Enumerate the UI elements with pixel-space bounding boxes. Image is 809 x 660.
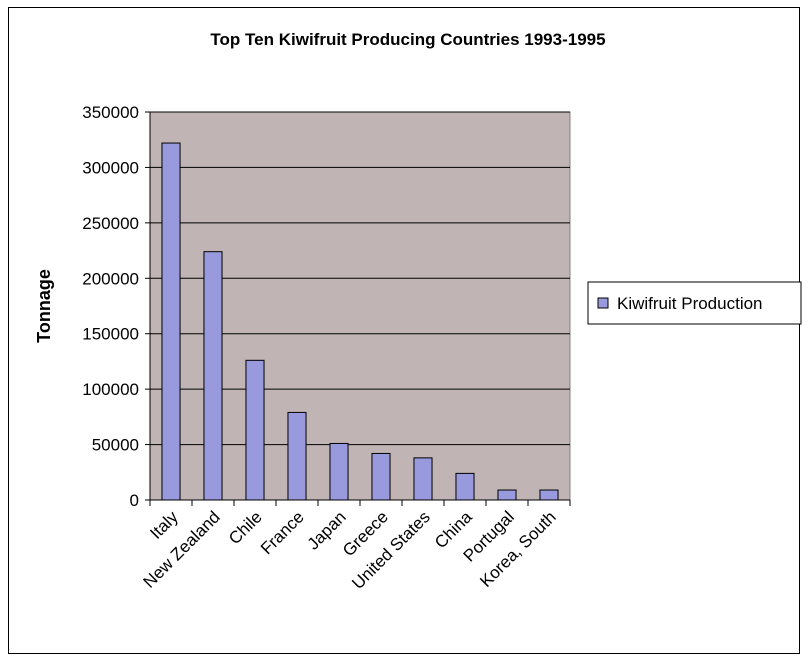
legend-swatch	[597, 297, 609, 309]
y-tick-label: 150000	[82, 325, 139, 344]
bar	[161, 142, 181, 501]
bar	[245, 359, 265, 501]
bars	[161, 142, 559, 501]
legend-label: Kiwifruit Production	[617, 294, 763, 313]
x-tick-label: Italy	[146, 507, 182, 543]
chart-title: Top Ten Kiwifruit Producing Countries 19…	[210, 30, 605, 49]
legend: Kiwifruit Production	[587, 281, 802, 325]
y-tick-label: 100000	[82, 380, 139, 399]
bar	[413, 457, 433, 501]
bar	[287, 411, 307, 501]
x-tick-label: France	[257, 507, 308, 558]
bar	[455, 472, 475, 501]
y-axis-label: Tonnage	[34, 269, 54, 343]
y-tick-label: 50000	[92, 436, 139, 455]
y-tick-label: 350000	[82, 103, 139, 122]
bar	[497, 489, 517, 501]
y-axis: 0 50000 100000 150000 200000 250000 300000 3500…	[82, 103, 151, 510]
y-tick-label: 300000	[82, 158, 139, 177]
y-tick-label: 200000	[82, 269, 139, 288]
y-tick-label: 250000	[82, 214, 139, 233]
bar	[371, 452, 391, 501]
x-tick-label: New Zealand	[140, 507, 224, 591]
legend-box	[587, 281, 802, 325]
bar	[539, 489, 559, 501]
y-tick-label: 0	[130, 491, 139, 510]
bar	[203, 251, 223, 501]
bar	[329, 442, 349, 501]
